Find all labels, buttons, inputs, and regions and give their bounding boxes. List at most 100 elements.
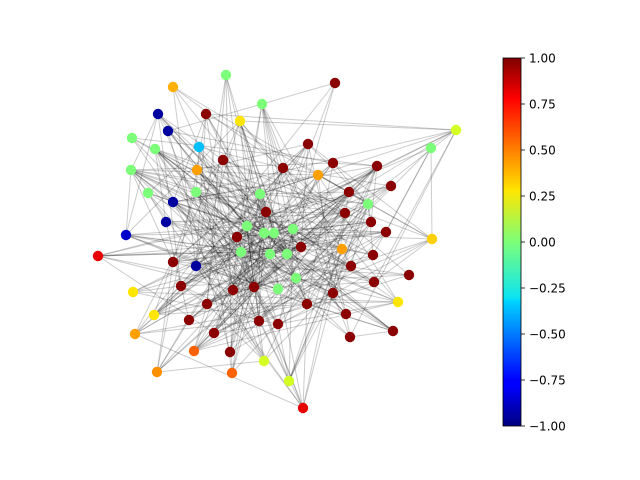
graph-edge xyxy=(97,211,267,257)
graph-edge xyxy=(306,221,372,305)
graph-edge xyxy=(167,130,248,227)
graph-edge xyxy=(286,174,319,255)
graph-edge xyxy=(195,265,265,362)
graph-edge xyxy=(246,225,387,233)
graph-edge xyxy=(188,212,346,321)
graph-edge xyxy=(213,225,248,334)
graph-edge xyxy=(225,74,275,234)
graph-edge xyxy=(125,169,132,236)
graph-edge xyxy=(213,232,265,334)
graph-edge xyxy=(195,231,387,267)
graph-edge xyxy=(198,146,279,290)
graph-edge xyxy=(125,234,375,283)
graph-edge xyxy=(205,113,350,193)
graph-edge xyxy=(236,236,290,382)
graph-edge xyxy=(306,165,378,305)
graph-edge xyxy=(172,193,261,203)
graph-edge xyxy=(193,254,374,352)
graph-edge xyxy=(232,277,297,291)
graph-edge xyxy=(130,113,159,171)
graph-edge xyxy=(172,201,271,255)
graph-edge xyxy=(180,251,242,287)
graph-edge xyxy=(130,162,334,171)
graph-edge xyxy=(292,228,399,303)
graph-edge xyxy=(213,228,294,334)
graph-edge xyxy=(180,212,346,287)
graph-edge xyxy=(130,169,261,195)
graph-edge xyxy=(172,201,255,288)
graph-edge xyxy=(172,201,279,325)
graph-edge xyxy=(253,232,275,288)
graph-edge xyxy=(277,246,302,325)
graph-node xyxy=(340,308,352,320)
graph-edge xyxy=(332,165,378,294)
graph-edge xyxy=(372,147,432,256)
graph-node xyxy=(227,284,239,296)
graph-node xyxy=(380,226,392,238)
graph-node xyxy=(190,186,202,198)
graph-node xyxy=(403,269,415,281)
graph-edge xyxy=(195,191,267,213)
colorbar-tick-label: −0.75 xyxy=(529,374,566,388)
graph-edge xyxy=(222,159,279,325)
graph-edge xyxy=(239,120,279,290)
graph-edge xyxy=(213,191,350,334)
graph-edge xyxy=(154,148,351,338)
graph-edge xyxy=(157,113,198,171)
graph-node xyxy=(345,260,357,272)
graph-edge xyxy=(232,165,378,291)
graph-edge xyxy=(229,232,265,353)
edge-layer xyxy=(97,74,457,409)
graph-edge xyxy=(213,238,433,334)
graph-edge xyxy=(246,147,432,227)
graph-edge xyxy=(302,303,308,409)
graph-edge xyxy=(153,225,248,316)
graph-edge xyxy=(153,246,302,316)
graph-edge xyxy=(167,82,336,132)
graph-node xyxy=(162,125,174,137)
graph-edge xyxy=(196,169,308,305)
graph-edge xyxy=(156,289,234,373)
graph-edge xyxy=(156,261,174,373)
graph-node xyxy=(226,367,238,379)
graph-edge xyxy=(97,185,392,257)
graph-edge xyxy=(273,191,350,234)
graph-edge xyxy=(300,143,309,248)
graph-edge xyxy=(130,169,319,176)
graph-node xyxy=(344,331,356,343)
graph-edge xyxy=(246,212,346,227)
graph-edge xyxy=(258,147,432,322)
graph-edge xyxy=(153,191,197,316)
graph-edge xyxy=(258,246,302,322)
graph-edge xyxy=(156,360,265,373)
graph-edge xyxy=(348,191,433,240)
graph-edge xyxy=(273,232,308,305)
colorbar-tick-label: −0.50 xyxy=(529,328,566,342)
graph-edge xyxy=(154,148,394,332)
graph-edge xyxy=(295,277,394,332)
graph-node xyxy=(201,298,213,310)
graph-edge xyxy=(125,234,255,288)
graph-node xyxy=(336,243,348,255)
graph-edge xyxy=(306,303,394,332)
graph-edge xyxy=(292,174,319,230)
graph-node xyxy=(450,124,462,136)
graph-edge xyxy=(263,232,347,315)
graph-edge xyxy=(288,221,372,382)
graph-edge xyxy=(261,103,275,234)
graph-node xyxy=(368,276,380,288)
graph-edge xyxy=(261,103,347,315)
graph-node xyxy=(329,77,341,89)
graph-edge xyxy=(157,113,302,248)
graph-edge xyxy=(196,169,248,227)
graph-edge xyxy=(153,236,238,316)
graph-node xyxy=(343,186,355,198)
graph-edge xyxy=(97,246,302,257)
graph-edge xyxy=(153,303,208,316)
graph-node xyxy=(190,260,202,272)
graph-edge xyxy=(261,103,302,248)
graph-edge xyxy=(154,148,308,305)
graph-edge xyxy=(300,246,352,267)
graph-node xyxy=(287,223,299,235)
graph-edge xyxy=(198,146,302,248)
